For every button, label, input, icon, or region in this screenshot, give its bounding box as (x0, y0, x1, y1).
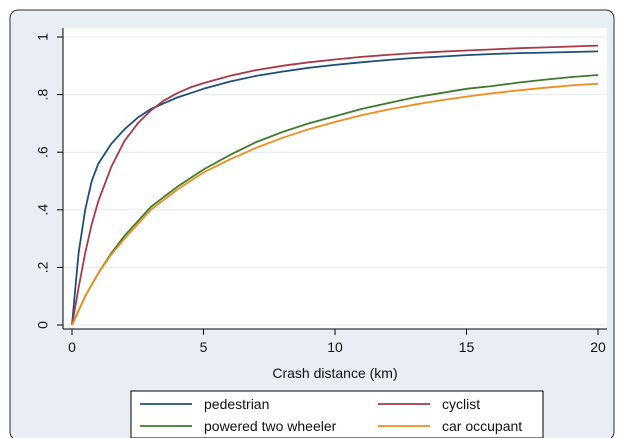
series-line-cyclist (71, 44, 599, 326)
legend-entries: pedestrian cyclist powered two wheeler car … (140, 396, 522, 434)
x-tick-label: 5 (200, 339, 208, 355)
series-line-pedestrian (71, 50, 599, 326)
y-tick-label: 0 (35, 321, 51, 329)
legend-box (130, 390, 544, 438)
series-line-car-occupant (71, 82, 599, 326)
grid-lines (63, 36, 607, 326)
legend-label: powered two wheeler (204, 418, 337, 434)
legend-label: cyclist (442, 396, 480, 412)
x-ticks: 0 5 10 15 20 (68, 329, 606, 355)
y-ticks: 0 .2 .4 .6 .8 1 (35, 33, 63, 329)
y-tick-label: .2 (35, 261, 51, 273)
x-axis-label: Crash distance (km) (272, 365, 397, 381)
series-line-powered-two-wheeler (71, 74, 599, 326)
y-tick-label: 1 (35, 33, 51, 41)
legend-label: car occupant (442, 418, 522, 434)
x-tick-label: 0 (68, 339, 76, 355)
series-lines (71, 44, 599, 326)
legend: pedestrian cyclist powered two wheeler car … (130, 390, 544, 438)
x-tick-label: 10 (327, 339, 343, 355)
plot-area (63, 28, 607, 329)
y-tick-label: .6 (35, 146, 51, 158)
legend-label: pedestrian (204, 396, 269, 412)
y-tick-label: .4 (35, 204, 51, 216)
y-tick-label: .8 (35, 89, 51, 101)
x-tick-label: 15 (459, 339, 475, 355)
x-tick-label: 20 (590, 339, 606, 355)
